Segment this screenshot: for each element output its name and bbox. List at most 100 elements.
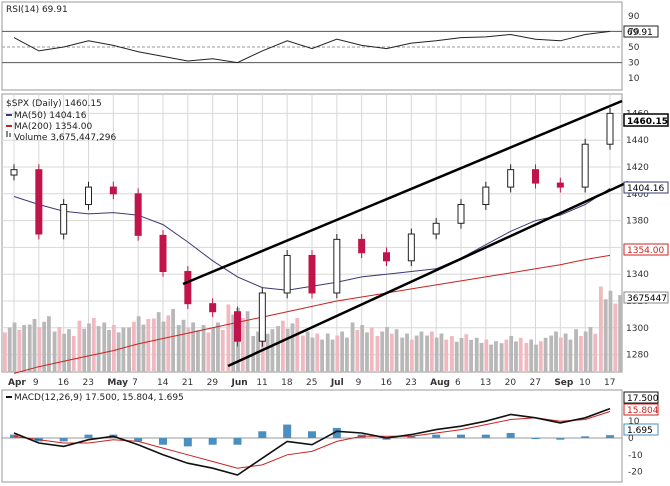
volume-bar — [96, 326, 101, 372]
x-tick-label: 10 — [579, 378, 591, 388]
candle-body — [234, 311, 241, 342]
candle-body — [432, 222, 440, 235]
volume-bar — [394, 329, 399, 372]
x-tick-label: 27 — [530, 378, 541, 388]
candle-body — [482, 186, 490, 206]
volume-bar — [127, 327, 131, 372]
volume-bar — [509, 336, 514, 372]
volume-bar — [141, 324, 146, 372]
macd-value-box: 17.500 — [623, 391, 659, 404]
volume-bar — [414, 335, 419, 372]
x-axis: Apr 9 16 23 May 7 14 21 29 Jun 11 18 25 Jul 9 16 23 Aug 6 1… — [8, 378, 615, 388]
volume-bar — [434, 337, 439, 372]
volume-bar — [77, 320, 82, 372]
volume-bar — [206, 332, 211, 372]
volume-bar — [325, 333, 330, 372]
macd-hist-bar — [308, 431, 316, 438]
channel-upper-line — [182, 99, 623, 286]
macd-hist-bar — [457, 434, 465, 438]
volume-bar — [369, 327, 374, 372]
volume-bar — [479, 342, 484, 372]
volume-bar — [7, 327, 12, 372]
volume-bar — [285, 328, 290, 372]
volume-bar — [360, 324, 365, 372]
volume-bar — [146, 318, 151, 372]
candle-body — [258, 292, 266, 342]
volume-bar — [549, 335, 554, 372]
volume-bar — [22, 324, 26, 372]
macd-hist-bar — [556, 438, 565, 440]
volume-bar — [599, 286, 603, 372]
signal-line — [13, 411, 611, 469]
macd-panel: MACD(12,26,9) 17.500, 15.804, 1.695 17.5… — [1, 389, 659, 483]
rsi-value-box: 69.91 — [623, 25, 659, 38]
volume-value-box: 3675447 — [623, 291, 669, 304]
rsi-tick-label: 10 — [628, 74, 640, 84]
volume-bar — [231, 314, 236, 372]
volume-bar — [450, 336, 454, 372]
x-tick-label: 20 — [505, 378, 517, 388]
volume-bar — [191, 322, 196, 372]
volume-bar — [17, 329, 22, 372]
volume-bar — [489, 344, 494, 372]
volume-bar — [107, 329, 111, 372]
macd-tick-label: -20 — [628, 468, 643, 478]
price-tick-label: 1400 — [626, 190, 649, 200]
candle-body — [383, 252, 390, 262]
volume-bar — [91, 318, 96, 372]
volume-bar — [161, 321, 166, 372]
candle-body — [85, 186, 92, 206]
svg-text:1404.16: 1404.16 — [627, 184, 664, 194]
rsi-tick-label: 90 — [628, 12, 640, 22]
candle-body — [581, 143, 589, 188]
volume-bar — [196, 330, 200, 372]
price-label: $SPX (Daily) 1460.15 — [6, 99, 102, 109]
volume-bar — [494, 341, 498, 372]
volume-bar — [524, 342, 529, 372]
volume-bar — [176, 325, 181, 372]
macd-hist-bar — [531, 438, 540, 439]
volume-bar — [568, 339, 573, 372]
x-tick-label: 23 — [83, 378, 94, 388]
price-tick-label: 1440 — [626, 136, 649, 146]
volume-legend: Volume 3,675,447,296 — [6, 131, 116, 143]
ma200-value-box: 1354.00 — [623, 243, 669, 256]
x-tick-label: 17 — [604, 378, 615, 388]
volume-bar — [32, 318, 37, 372]
volume-bar — [111, 324, 116, 372]
x-tick-label: 21 — [182, 378, 193, 388]
macd-hist-bar — [208, 438, 217, 445]
macd-hist-bar — [332, 427, 341, 438]
x-tick-label: 23 — [405, 378, 416, 388]
rsi-line — [13, 30, 611, 64]
candle-body — [184, 271, 192, 305]
macd-tick-label: 0 — [628, 434, 634, 444]
macd-hist-bar — [134, 438, 143, 442]
volume-bar — [116, 332, 121, 372]
volume-bar — [385, 327, 389, 372]
rsi-label: RSI(14) 69.91 — [6, 5, 68, 15]
volume-bar — [613, 303, 618, 372]
volume-bar — [504, 339, 509, 372]
x-tick-label: Jul — [330, 378, 344, 388]
x-tick-label: 29 — [207, 378, 219, 388]
x-tick-label: 16 — [58, 378, 70, 388]
candle-body — [556, 182, 564, 188]
volume-bar — [67, 329, 71, 372]
volume-bar — [320, 339, 324, 372]
x-tick-label: May — [107, 378, 128, 388]
candle-body — [358, 238, 366, 254]
volume-bar — [538, 341, 543, 372]
svg-text:15.804: 15.804 — [627, 406, 659, 416]
volume-bar — [245, 311, 250, 372]
volume-bar — [583, 331, 588, 372]
price-tick-label: 1300 — [626, 324, 649, 334]
volume-bar — [563, 333, 568, 372]
x-tick-label: 9 — [356, 378, 362, 388]
volume-bar — [340, 331, 345, 372]
x-tick-label: 16 — [381, 378, 393, 388]
volume-bar — [330, 339, 335, 372]
macd-hist-bar — [183, 438, 192, 447]
x-tick-label: 18 — [281, 378, 293, 388]
x-tick-label: Aug — [430, 378, 450, 388]
